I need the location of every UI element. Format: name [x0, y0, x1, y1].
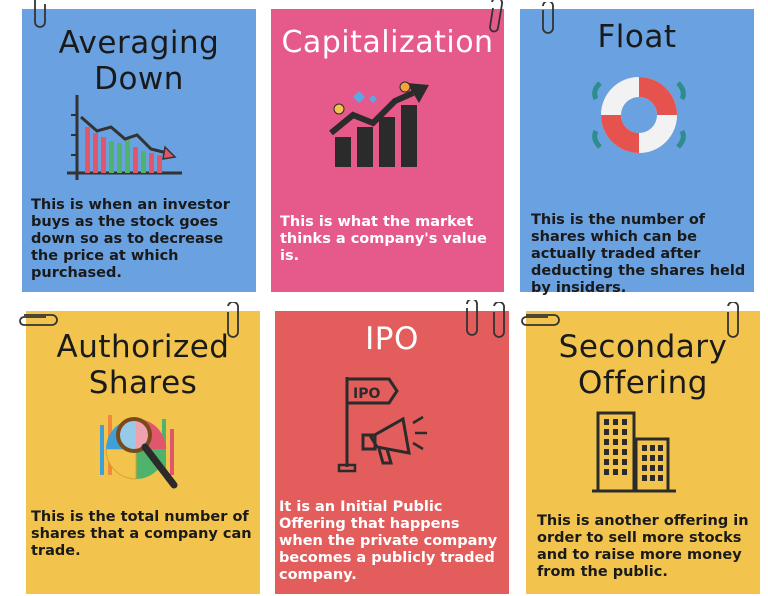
card-description: This is another offering in order to sel… [537, 513, 749, 580]
paperclip-icon [466, 300, 478, 336]
title-line: Down [94, 61, 184, 97]
card-title: Capitalization [281, 25, 494, 60]
card-secondary-offering: Secondary Offering This is another offer… [526, 311, 760, 594]
title-line: Shares [88, 365, 198, 401]
title-line: Authorized [56, 329, 230, 365]
card-title: Authorized Shares [26, 329, 260, 401]
office-buildings-icon [592, 411, 676, 493]
card-authorized-shares: Authorized Shares This is the total numb… [26, 311, 260, 594]
magnifier-pie-chart-icon [100, 415, 178, 489]
paperclip-icon [34, 0, 46, 28]
ipo-flag-megaphone-icon: IPO [337, 377, 427, 473]
declining-chart-icon [67, 95, 182, 180]
card-float: Float This is the number of shares which… [520, 9, 754, 296]
rising-bar-chart-icon [329, 81, 429, 167]
title-line: Secondary [558, 329, 728, 365]
card-ipo: IPO IPO It is an Initial Public Offering… [275, 311, 509, 594]
paperclip-icon [489, 0, 503, 33]
card-description: This is when an investor buys as the sto… [31, 197, 230, 281]
title-line: Offering [578, 365, 708, 401]
card-description: This is the total number of shares that … [31, 509, 252, 559]
card-capitalization: Capitalization This is what the market t… [271, 9, 504, 292]
paperclip-icon [493, 302, 505, 338]
card-description: It is an Initial Public Offering that ha… [279, 499, 498, 583]
card-description: This is the number of shares which can b… [531, 212, 746, 296]
card-title: Float [597, 19, 677, 55]
paperclip-icon [521, 314, 560, 326]
paperclip-icon [227, 302, 239, 338]
paperclip-icon [727, 302, 739, 338]
paperclip-icon [542, 2, 554, 34]
card-title: IPO [365, 321, 419, 357]
lifebuoy-icon [592, 77, 686, 153]
card-title: Averaging Down [22, 25, 256, 97]
card-averaging-down: Averaging Down This is when an investor … [22, 9, 256, 292]
title-line: Averaging [58, 25, 220, 61]
card-title: Secondary Offering [526, 329, 760, 401]
paperclip-icon [19, 314, 58, 326]
ipo-flag-label: IPO [353, 386, 380, 402]
card-description: This is what the market thinks a company… [280, 214, 487, 264]
